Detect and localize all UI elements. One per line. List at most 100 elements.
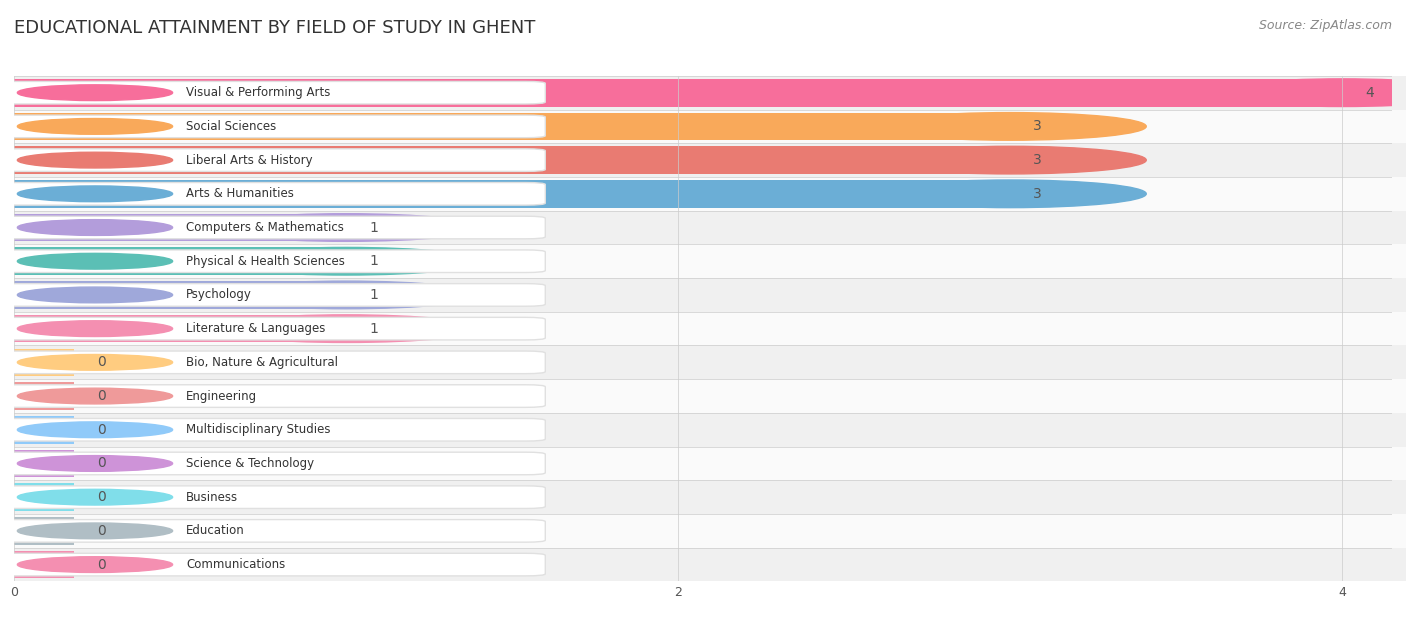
FancyBboxPatch shape: [0, 183, 546, 205]
FancyBboxPatch shape: [0, 351, 546, 374]
FancyBboxPatch shape: [14, 514, 1406, 548]
Circle shape: [875, 112, 1146, 140]
Circle shape: [17, 119, 173, 134]
FancyBboxPatch shape: [0, 452, 546, 475]
Text: Communications: Communications: [186, 558, 285, 571]
Text: Business: Business: [186, 490, 238, 504]
Bar: [14, 416, 75, 444]
Bar: [14, 348, 75, 376]
Text: 3: 3: [1033, 187, 1042, 201]
Circle shape: [209, 247, 482, 275]
FancyBboxPatch shape: [0, 418, 546, 441]
FancyBboxPatch shape: [14, 346, 1406, 379]
Text: 0: 0: [97, 389, 105, 403]
FancyBboxPatch shape: [14, 177, 1406, 210]
Bar: [14, 281, 346, 309]
Text: Liberal Arts & History: Liberal Arts & History: [186, 154, 312, 167]
FancyBboxPatch shape: [0, 216, 546, 239]
FancyBboxPatch shape: [14, 210, 1406, 245]
FancyBboxPatch shape: [14, 278, 1406, 312]
Bar: [14, 180, 1010, 208]
Text: Science & Technology: Science & Technology: [186, 457, 314, 470]
Text: Psychology: Psychology: [186, 288, 252, 301]
Circle shape: [209, 214, 482, 241]
Circle shape: [17, 523, 173, 538]
Circle shape: [209, 315, 482, 343]
FancyBboxPatch shape: [0, 250, 546, 272]
Text: 0: 0: [97, 524, 105, 538]
FancyBboxPatch shape: [14, 379, 1406, 413]
Bar: [14, 315, 346, 343]
Text: Social Sciences: Social Sciences: [186, 120, 276, 133]
Text: Source: ZipAtlas.com: Source: ZipAtlas.com: [1258, 19, 1392, 32]
Circle shape: [17, 152, 173, 168]
Text: Education: Education: [186, 525, 245, 537]
FancyBboxPatch shape: [14, 447, 1406, 480]
FancyBboxPatch shape: [14, 413, 1406, 447]
FancyBboxPatch shape: [0, 82, 546, 104]
Text: Bio, Nature & Agricultural: Bio, Nature & Agricultural: [186, 356, 337, 369]
Text: 3: 3: [1033, 119, 1042, 133]
Bar: [14, 517, 75, 545]
Bar: [14, 449, 75, 477]
Circle shape: [17, 186, 173, 202]
Circle shape: [17, 287, 173, 303]
Text: 0: 0: [97, 456, 105, 470]
Circle shape: [1206, 79, 1406, 107]
Text: Visual & Performing Arts: Visual & Performing Arts: [186, 86, 330, 99]
Text: Physical & Health Sciences: Physical & Health Sciences: [186, 255, 344, 268]
Circle shape: [17, 489, 173, 505]
Text: 0: 0: [97, 423, 105, 437]
Text: Arts & Humanities: Arts & Humanities: [186, 187, 294, 200]
Bar: [14, 550, 75, 578]
Text: Computers & Mathematics: Computers & Mathematics: [186, 221, 343, 234]
Text: 4: 4: [1365, 86, 1374, 100]
Text: 1: 1: [370, 221, 378, 234]
Circle shape: [17, 456, 173, 471]
Circle shape: [875, 146, 1146, 174]
FancyBboxPatch shape: [14, 143, 1406, 177]
Circle shape: [17, 85, 173, 100]
Circle shape: [17, 355, 173, 370]
Text: 0: 0: [97, 490, 105, 504]
Bar: [14, 146, 1010, 174]
Text: Engineering: Engineering: [186, 389, 257, 403]
FancyBboxPatch shape: [14, 245, 1406, 278]
FancyBboxPatch shape: [0, 553, 546, 576]
Circle shape: [17, 557, 173, 573]
FancyBboxPatch shape: [14, 312, 1406, 346]
Circle shape: [17, 321, 173, 336]
Text: 0: 0: [97, 557, 105, 571]
FancyBboxPatch shape: [0, 317, 546, 340]
Bar: [14, 382, 75, 410]
Circle shape: [875, 180, 1146, 208]
FancyBboxPatch shape: [14, 480, 1406, 514]
FancyBboxPatch shape: [0, 486, 546, 509]
Bar: [14, 483, 75, 511]
FancyBboxPatch shape: [0, 149, 546, 171]
FancyBboxPatch shape: [0, 385, 546, 408]
Bar: [14, 112, 1010, 140]
Bar: [14, 79, 1343, 107]
FancyBboxPatch shape: [14, 76, 1406, 109]
Text: EDUCATIONAL ATTAINMENT BY FIELD OF STUDY IN GHENT: EDUCATIONAL ATTAINMENT BY FIELD OF STUDY…: [14, 19, 536, 37]
Bar: [14, 247, 346, 275]
Text: 3: 3: [1033, 153, 1042, 167]
Circle shape: [17, 422, 173, 437]
Circle shape: [209, 281, 482, 309]
Text: 0: 0: [97, 355, 105, 369]
Text: 1: 1: [370, 254, 378, 268]
Text: 1: 1: [370, 322, 378, 336]
FancyBboxPatch shape: [0, 115, 546, 138]
Circle shape: [17, 220, 173, 235]
Text: 1: 1: [370, 288, 378, 302]
Bar: [14, 214, 346, 241]
FancyBboxPatch shape: [14, 109, 1406, 143]
FancyBboxPatch shape: [0, 284, 546, 307]
Circle shape: [17, 388, 173, 404]
FancyBboxPatch shape: [0, 520, 546, 542]
FancyBboxPatch shape: [14, 548, 1406, 581]
Text: Multidisciplinary Studies: Multidisciplinary Studies: [186, 423, 330, 436]
Text: Literature & Languages: Literature & Languages: [186, 322, 325, 335]
Circle shape: [17, 253, 173, 269]
